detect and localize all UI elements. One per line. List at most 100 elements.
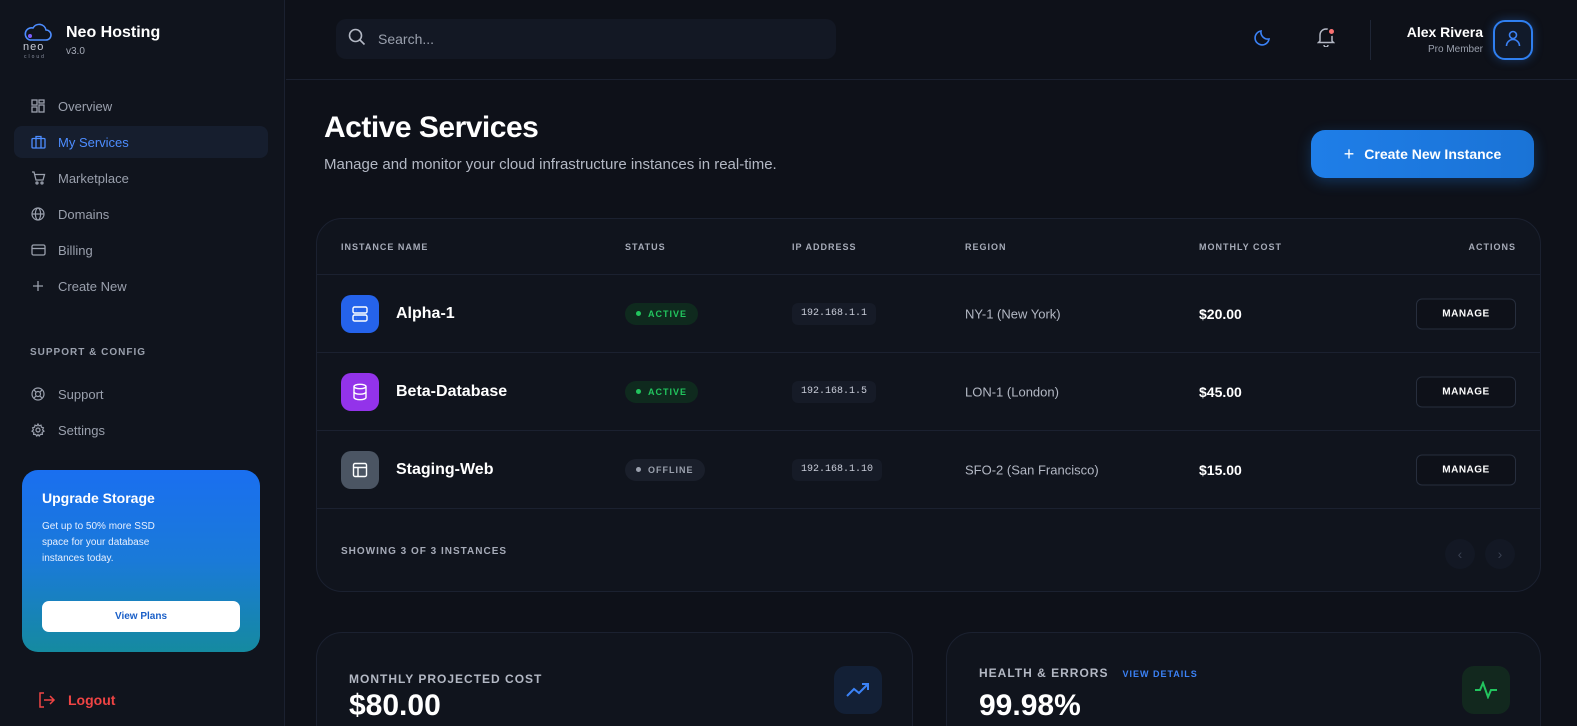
card-icon xyxy=(30,242,46,258)
main-nav: Overview My Services Marketplace Domains… xyxy=(14,90,268,306)
prev-page-button[interactable]: ‹ xyxy=(1445,539,1475,569)
sidebar-item-label: My Services xyxy=(58,134,129,150)
table-header: INSTANCE NAME STATUS IP ADDRESS REGION M… xyxy=(317,219,1540,275)
header-divider xyxy=(1370,20,1371,60)
column-header-instance: INSTANCE NAME xyxy=(341,242,429,252)
manage-button[interactable]: MANAGE xyxy=(1416,454,1516,485)
cart-icon xyxy=(30,170,46,186)
sidebar-item-label: Domains xyxy=(58,206,110,222)
briefcase-icon xyxy=(30,134,46,150)
grid-icon xyxy=(30,98,46,114)
sidebar-item-my-services[interactable]: My Services xyxy=(14,126,268,158)
monthly-cost-card: MONTHLY PROJECTED COST $80.00 xyxy=(316,632,913,726)
stat-value: $80.00 xyxy=(349,689,441,722)
logo-text: neo xyxy=(23,41,45,53)
create-button-label: Create New Instance xyxy=(1364,146,1502,162)
sidebar-item-label: Create New xyxy=(58,278,127,294)
stat-label-row: HEALTH & ERRORS VIEW DETAILS xyxy=(979,666,1198,680)
notification-dot xyxy=(1327,27,1336,36)
layout-icon xyxy=(341,450,379,489)
logout-button[interactable]: Logout xyxy=(38,692,115,708)
lifebuoy-icon xyxy=(30,386,46,402)
chevron-right-icon: › xyxy=(1497,546,1503,562)
services-table: INSTANCE NAME STATUS IP ADDRESS REGION M… xyxy=(316,218,1541,592)
view-details-link[interactable]: VIEW DETAILS xyxy=(1122,669,1198,679)
brand[interactable]: neo cloud Neo Hosting v3.0 xyxy=(22,22,160,62)
monthly-cost: $20.00 xyxy=(1199,305,1242,322)
instance-name: Staging-Web xyxy=(396,460,494,478)
upgrade-storage-card: Upgrade Storage Get up to 50% more SSD s… xyxy=(22,470,260,652)
sidebar-item-create-new[interactable]: Create New xyxy=(14,270,268,302)
sidebar-item-label: Settings xyxy=(58,422,105,438)
trending-up-icon xyxy=(834,666,882,714)
manage-button[interactable]: MANAGE xyxy=(1416,298,1516,329)
monthly-cost: $45.00 xyxy=(1199,383,1242,400)
column-header-actions: ACTIONS xyxy=(1468,242,1516,252)
top-header: Alex Rivera Pro Member xyxy=(286,0,1577,80)
sidebar-item-support[interactable]: Support xyxy=(14,378,268,410)
avatar[interactable] xyxy=(1493,20,1533,60)
pagination-summary: SHOWING 3 OF 3 INSTANCES xyxy=(341,546,508,557)
support-nav: Support Settings xyxy=(14,378,268,450)
status-badge: OFFLINE xyxy=(625,458,705,481)
brand-version: v3.0 xyxy=(66,46,85,57)
search-input[interactable] xyxy=(378,31,798,47)
notifications-button[interactable] xyxy=(1315,27,1337,50)
status-badge: ACTIVE xyxy=(625,302,699,325)
plus-icon xyxy=(30,278,46,294)
sidebar: neo cloud Neo Hosting v3.0 Overview My S… xyxy=(0,0,285,726)
brand-name: Neo Hosting xyxy=(66,24,161,41)
sidebar-item-label: Support xyxy=(58,386,104,402)
sidebar-item-label: Overview xyxy=(58,98,113,114)
ip-address: 192.168.1.10 xyxy=(792,458,883,481)
search-bar xyxy=(336,19,836,59)
sidebar-item-billing[interactable]: Billing xyxy=(14,234,268,266)
activity-icon xyxy=(1462,666,1510,714)
page-subtitle: Manage and monitor your cloud infrastruc… xyxy=(324,156,777,173)
logout-icon xyxy=(38,692,56,708)
user-info[interactable]: Alex Rivera Pro Member xyxy=(1407,24,1483,55)
plus-icon: + xyxy=(1343,143,1355,164)
gear-icon xyxy=(30,422,46,438)
region: SFO-2 (San Francisco) xyxy=(965,462,1099,477)
nav-section-title: SUPPORT & CONFIG xyxy=(30,347,147,358)
instance-name: Alpha-1 xyxy=(396,304,455,322)
chevron-left-icon: ‹ xyxy=(1457,546,1463,562)
sidebar-item-overview[interactable]: Overview xyxy=(14,90,268,122)
table-row: Alpha-1 ACTIVE 192.168.1.1 NY-1 (New Yor… xyxy=(317,275,1540,353)
dark-mode-toggle[interactable] xyxy=(1252,28,1274,50)
table-row: Beta-Database ACTIVE 192.168.1.5 LON-1 (… xyxy=(317,353,1540,431)
cloud-logo-icon: neo cloud xyxy=(22,22,54,62)
user-name: Alex Rivera xyxy=(1406,24,1483,40)
sidebar-item-marketplace[interactable]: Marketplace xyxy=(14,162,268,194)
manage-button[interactable]: MANAGE xyxy=(1416,376,1516,407)
moon-icon xyxy=(1254,28,1272,51)
region: LON-1 (London) xyxy=(965,384,1059,399)
column-header-status: STATUS xyxy=(625,242,666,252)
create-new-instance-button[interactable]: + Create New Instance xyxy=(1311,130,1534,178)
status-badge: ACTIVE xyxy=(625,380,699,403)
stat-label: HEALTH & ERRORS xyxy=(979,666,1109,680)
column-header-ip: IP ADDRESS xyxy=(792,242,857,252)
region: NY-1 (New York) xyxy=(965,306,1061,321)
sidebar-item-domains[interactable]: Domains xyxy=(14,198,268,230)
stat-value: 99.98% xyxy=(979,689,1081,722)
page-title: Active Services xyxy=(324,111,539,144)
monthly-cost: $15.00 xyxy=(1199,461,1242,478)
table-row: Staging-Web OFFLINE 192.168.1.10 SFO-2 (… xyxy=(317,431,1540,509)
column-header-region: REGION xyxy=(965,242,1007,252)
database-icon xyxy=(341,372,379,411)
view-plans-button[interactable]: View Plans xyxy=(42,601,240,632)
user-role: Pro Member xyxy=(1427,44,1483,55)
upgrade-title: Upgrade Storage xyxy=(42,490,155,506)
ip-address: 192.168.1.5 xyxy=(792,380,877,403)
upgrade-text: Get up to 50% more SSD space for your da… xyxy=(42,521,155,564)
instance-name: Beta-Database xyxy=(396,382,508,400)
sidebar-item-settings[interactable]: Settings xyxy=(14,414,268,446)
server-icon xyxy=(341,294,379,333)
logo-subtext: cloud xyxy=(24,54,46,60)
next-page-button[interactable]: › xyxy=(1485,539,1515,569)
sidebar-item-label: Billing xyxy=(58,242,93,258)
search-icon xyxy=(348,28,366,51)
user-icon xyxy=(1504,29,1522,52)
